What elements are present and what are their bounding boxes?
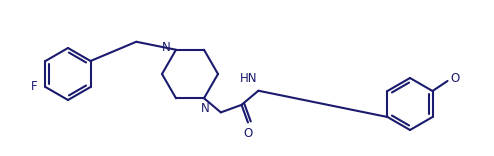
- Text: HN: HN: [240, 72, 257, 85]
- Text: O: O: [451, 73, 460, 85]
- Text: O: O: [244, 127, 252, 140]
- Text: N: N: [201, 102, 209, 115]
- Text: N: N: [162, 41, 171, 54]
- Text: F: F: [31, 80, 38, 93]
